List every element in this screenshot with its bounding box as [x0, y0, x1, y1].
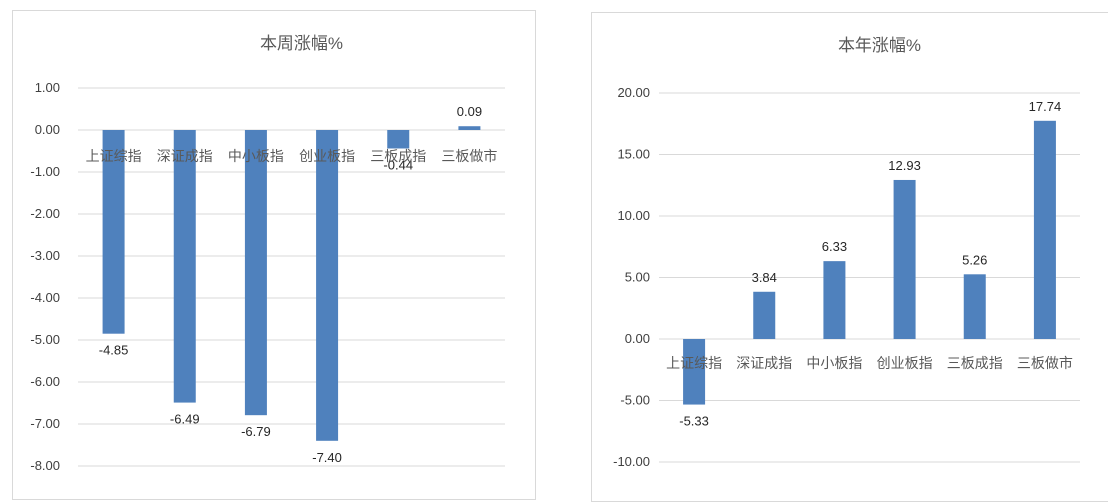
category-label: 中小板指	[228, 149, 284, 165]
bar-深证成指	[173, 130, 196, 403]
category-label: 三板成指	[370, 149, 426, 165]
y-tick-label: 0.00	[35, 122, 60, 137]
bar-创业板指	[893, 179, 916, 339]
bar-创业板指	[316, 130, 339, 441]
bar-中小板指	[823, 261, 846, 339]
bar-上证综指	[102, 130, 125, 334]
chart-title: 本周涨幅%	[260, 34, 343, 53]
data-label: 17.74	[1029, 99, 1062, 114]
y-tick-label: -10.00	[613, 454, 650, 469]
category-label: 深证成指	[157, 149, 213, 165]
y-tick-label: -5.00	[620, 393, 650, 408]
data-label: -7.40	[312, 450, 342, 465]
y-tick-label: -1.00	[30, 164, 60, 179]
data-label: -5.33	[679, 414, 709, 429]
ytd-change-chart: 本年涨幅% 20.00 15.00 10.00 5.00 0.00 -5.00 -10.00 -…	[591, 12, 1108, 502]
y-tick-label: -4.00	[30, 290, 60, 305]
y-tick-label: 0.00	[625, 331, 650, 346]
data-label: 12.93	[888, 158, 921, 173]
y-tick-label: 10.00	[617, 208, 650, 223]
y-tick-label: -5.00	[30, 332, 60, 347]
y-tick-label: -3.00	[30, 248, 60, 263]
bar-深证成指	[753, 291, 776, 339]
category-label: 深证成指	[736, 356, 792, 372]
category-label: 上证综指	[666, 356, 722, 372]
data-label: 0.09	[457, 104, 482, 119]
bar-三板成指	[963, 274, 986, 339]
bar-上证综指	[683, 339, 706, 405]
data-label: 6.33	[822, 239, 847, 254]
y-tick-label: -6.00	[30, 374, 60, 389]
category-label: 上证综指	[86, 149, 142, 165]
y-tick-label: -7.00	[30, 416, 60, 431]
y-tick-label: -8.00	[30, 458, 60, 473]
chart-title: 本年涨幅%	[838, 36, 921, 55]
bar-三板做市	[1033, 120, 1056, 339]
data-label: -4.85	[99, 343, 129, 358]
bar-三板做市	[458, 126, 481, 130]
y-tick-label: 20.00	[617, 85, 650, 100]
data-label: -6.79	[241, 424, 271, 439]
category-label: 创业板指	[877, 356, 933, 372]
category-label: 三板成指	[947, 356, 1003, 372]
data-label: -0.44	[383, 157, 413, 172]
y-tick-label: 15.00	[617, 147, 650, 162]
y-tick-label: -2.00	[30, 206, 60, 221]
y-tick-label: 1.00	[35, 80, 60, 95]
weekly-change-chart-svg: 本周涨幅% 1.00 0.00 -1.00 -2.00 -3.00 -4.00 -5.00 -6…	[30, 34, 505, 473]
data-label: 3.84	[752, 270, 777, 285]
y-tick-label: 5.00	[625, 270, 650, 285]
category-label: 中小板指	[806, 356, 862, 372]
bar-中小板指	[244, 130, 267, 416]
data-label: 5.26	[962, 252, 987, 267]
bar-三板成指	[387, 130, 410, 149]
category-label: 三板做市	[1017, 355, 1073, 372]
category-label: 三板做市	[441, 148, 497, 165]
category-label: 创业板指	[299, 149, 355, 165]
weekly-change-chart: 本周涨幅% 1.00 0.00 -1.00 -2.00 -3.00 -4.00 -5.00 -6…	[12, 10, 536, 500]
data-label: -6.49	[170, 412, 200, 427]
ytd-change-chart-svg: 本年涨幅% 20.00 15.00 10.00 5.00 0.00 -5.00 -10.00 -…	[613, 36, 1080, 469]
